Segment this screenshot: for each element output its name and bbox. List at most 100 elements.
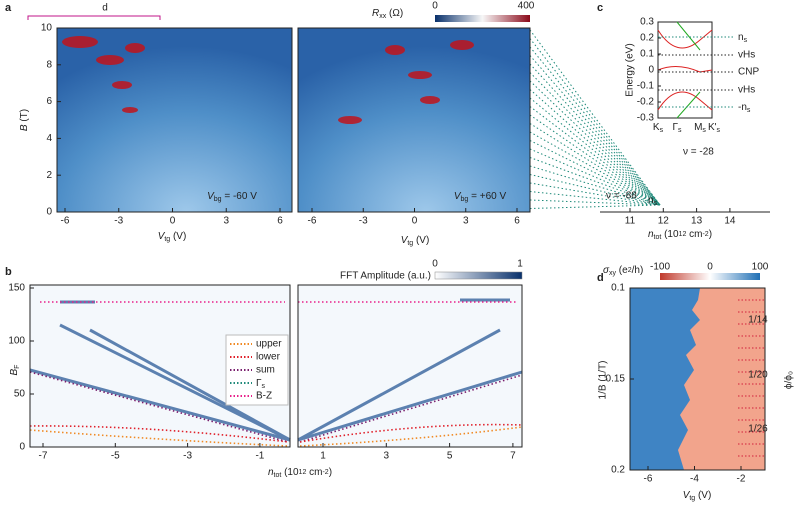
- fan-line: [529, 204, 661, 209]
- text-part: 12: [679, 231, 687, 238]
- y-tick-label: 0.2: [611, 465, 625, 476]
- fan-lines: [529, 29, 661, 209]
- text-part: s: [744, 37, 748, 44]
- legend-label: upper: [256, 339, 282, 350]
- y-tick-label: 0: [46, 207, 52, 218]
- annotation: ν = -88: [606, 191, 637, 202]
- x-tick-label: -1: [255, 451, 264, 462]
- annotation: Vbg​ = -60 V: [207, 191, 257, 204]
- fit-lines: [29, 301, 523, 447]
- colorbar-tick: 400: [518, 1, 535, 12]
- text-part: -2: [322, 469, 328, 476]
- level-label: -ns​: [738, 102, 751, 115]
- y-tick-label: -0.1: [637, 81, 655, 92]
- annotation: ns​: [648, 195, 658, 208]
- x-tick-label: -3: [183, 451, 192, 462]
- x-tick-label: 0: [170, 216, 176, 227]
- x-tick-label: 3: [384, 451, 390, 462]
- heatmap-features: [29, 298, 523, 442]
- x-axis-label: Vtg​ (V): [158, 231, 187, 244]
- text-part: s: [660, 127, 664, 134]
- x-tick-label: Ks​: [653, 122, 664, 135]
- text-part: s: [717, 127, 721, 134]
- bracket-label: d: [102, 3, 108, 14]
- x-tick-label: -6: [61, 216, 70, 227]
- panel-label: d: [597, 272, 604, 284]
- fan-line: [529, 131, 661, 206]
- text-part: (e: [616, 265, 628, 276]
- text-part: K': [708, 122, 717, 133]
- text-part: tot: [654, 234, 662, 241]
- text-part: B: [19, 124, 30, 131]
- panel-label: b: [5, 266, 12, 278]
- y-tick-label: 150: [8, 283, 25, 294]
- x-axis-label: ntot​ (1012​ cm-2​): [268, 467, 332, 480]
- x-tick-label: 6: [514, 216, 520, 227]
- text-part: xy: [609, 270, 617, 277]
- fan-line: [529, 148, 661, 206]
- text-part: tot: [274, 472, 282, 479]
- text-part: (V): [413, 235, 429, 246]
- x-tick-label: -4: [690, 474, 699, 485]
- text-part: ): [329, 467, 332, 478]
- legend-box: [225, 334, 289, 406]
- x-tick-label: 3: [223, 216, 229, 227]
- fan-line: [529, 165, 661, 206]
- frames: [29, 27, 766, 471]
- x-tick-label: 6: [277, 216, 283, 227]
- x-tick-label: 7: [510, 451, 516, 462]
- colorbar-title: σxy​ (e2​/h): [603, 265, 643, 278]
- x-tick-label: 5: [447, 451, 453, 462]
- x-tick-label: -7: [39, 451, 48, 462]
- y-tick-label: 0.1: [611, 283, 625, 294]
- x-tick-label: Γs​: [672, 122, 682, 135]
- text-part: (Ω): [386, 8, 403, 19]
- y-tick-label: -0.2: [637, 97, 655, 108]
- colorbar-tick: 0: [432, 1, 438, 12]
- text-part: cm: [306, 467, 322, 478]
- x-tick-label: 0: [412, 216, 418, 227]
- text-part: V: [158, 231, 166, 242]
- fan-line: [529, 55, 661, 206]
- text-part: (T): [19, 109, 30, 125]
- text-part: tg: [407, 240, 413, 247]
- colorbar-tick: 1: [517, 259, 523, 270]
- text-part: R: [372, 8, 379, 19]
- band-structure: [657, 21, 713, 119]
- y-tick-label: -0.3: [637, 113, 655, 124]
- text-part: V: [207, 191, 215, 202]
- text-part: F: [14, 365, 21, 369]
- text-part: = -60 V: [222, 191, 258, 202]
- y-axis-label: BF​: [9, 365, 22, 376]
- text-part: -n: [738, 102, 747, 113]
- colorbar: [660, 273, 760, 280]
- y-tick-label: 4: [46, 133, 52, 144]
- x-axis-label: Vtg​ (V): [683, 490, 712, 503]
- legend-label: B-Z: [256, 391, 272, 402]
- level-lines: [658, 36, 735, 108]
- level-label: CNP: [738, 67, 759, 78]
- colorbar: [434, 271, 523, 280]
- fan-line: [529, 199, 661, 206]
- text-part: Γ: [256, 378, 262, 389]
- colorbar: [435, 15, 530, 22]
- x-tick-label: -5: [111, 451, 120, 462]
- y-tick-label: 0.1: [640, 49, 654, 60]
- text-part: 2: [628, 267, 632, 274]
- legend-label: lower: [256, 352, 281, 363]
- x-axis-label: Vtg​ (V): [401, 235, 430, 248]
- annotation: Vbg​ = +60 V: [454, 191, 507, 204]
- colorbar-tick: 0: [432, 259, 438, 270]
- right-tick-label: 1/20: [748, 370, 768, 381]
- text-part: -2: [702, 231, 708, 238]
- fan-line: [529, 29, 661, 206]
- text-part: bg: [461, 196, 469, 203]
- text-part: s: [678, 127, 682, 134]
- y-tick-label: 6: [46, 96, 52, 107]
- fan-line: [529, 140, 661, 206]
- fan-line: [529, 174, 661, 206]
- fan-line: [529, 97, 661, 206]
- y-tick-label: 100: [8, 336, 25, 347]
- text-part: bg: [214, 196, 222, 203]
